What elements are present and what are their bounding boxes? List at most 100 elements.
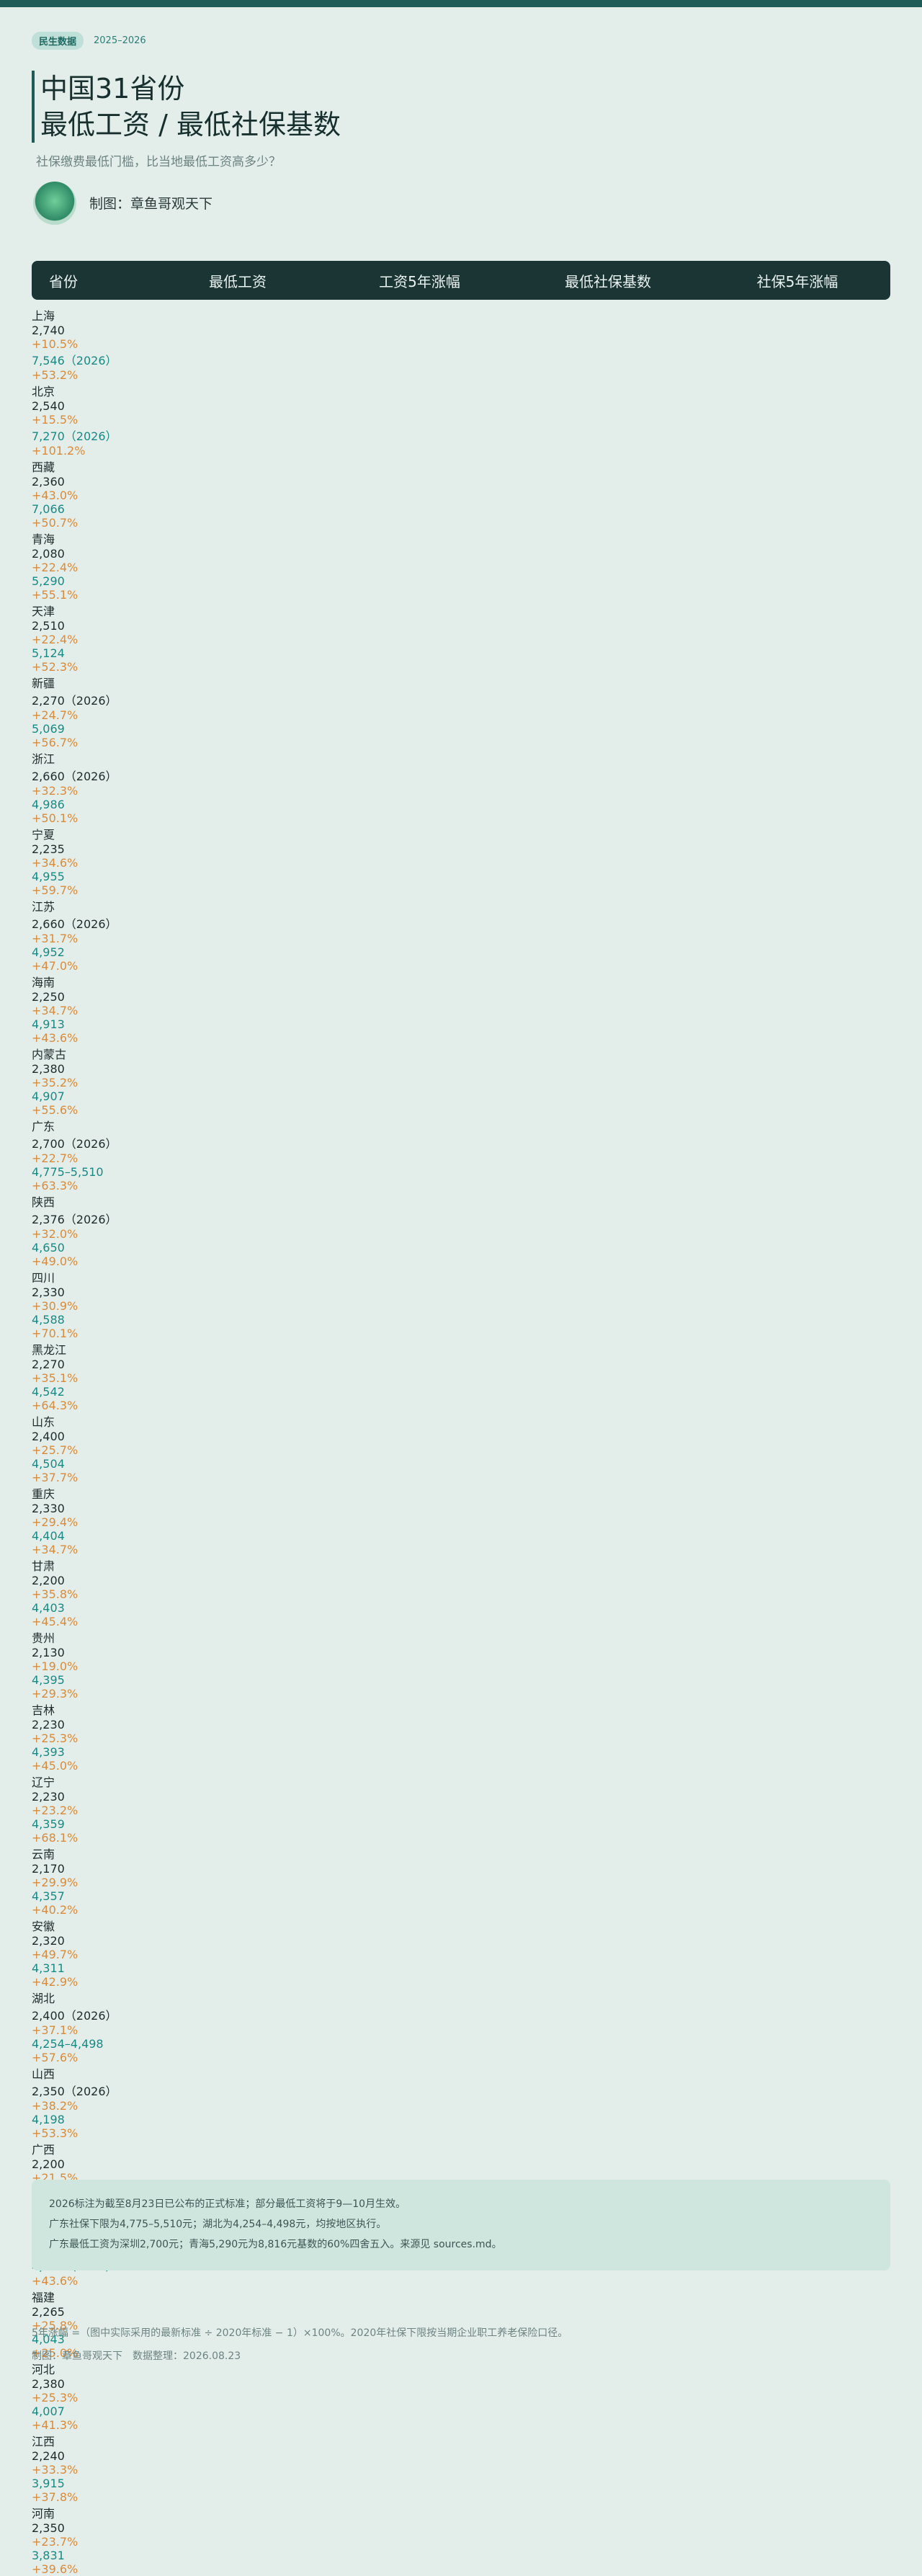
table-cell: +49.0% — [32, 1254, 79, 1268]
table-cell: 4,588 — [32, 1313, 65, 1327]
table-cell: 4,542 — [32, 1385, 65, 1399]
table-cell: 4,775–5,510 — [32, 1165, 104, 1179]
table-cell: +22.4% — [32, 633, 79, 646]
table-cell: +50.7% — [32, 516, 79, 530]
table-cell: +34.7% — [32, 1543, 79, 1556]
table-cell: +37.7% — [32, 1471, 79, 1484]
table-cell: 5,124 — [32, 646, 65, 660]
table-cell: 2,330 — [32, 1285, 65, 1299]
column-header: 社保5年涨幅 — [756, 272, 838, 290]
column-header: 工资5年涨幅 — [379, 272, 460, 290]
table-cell: +39.6% — [32, 2562, 79, 2576]
table-cell: +34.6% — [32, 856, 79, 870]
table-row: 山东 2,400 +25.7% 4,504 +37.7% — [32, 1412, 890, 1484]
table-row: 山西 2,350（2026） +38.2% 4,198 +53.3% — [32, 2064, 890, 2140]
table-cell: 上海 — [32, 309, 55, 323]
table-cell: +49.7% — [32, 1948, 79, 1961]
table-cell: 2,330 — [32, 1502, 65, 1515]
table-cell: 4,393 — [32, 1745, 65, 1759]
table-row: 北京 2,540 +15.5% 7,270（2026） +101.2% — [32, 382, 890, 458]
table-cell: 4,955 — [32, 870, 65, 883]
table-cell: 2,170 — [32, 1862, 65, 1876]
table-row: 湖北 2,400（2026） +37.1% 4,254–4,498 +57.6% — [32, 1989, 890, 2064]
table-cell: +15.5% — [32, 413, 79, 427]
table-cell: 2,350 — [32, 2521, 65, 2535]
table-cell: 重庆 — [32, 1487, 55, 1501]
table-cell: 吉林 — [32, 1703, 55, 1717]
table-cell: 4,907 — [32, 1089, 65, 1103]
table-cell: 陕西 — [32, 1195, 55, 1209]
table-cell: +53.3% — [32, 2126, 79, 2140]
table-cell: +43.6% — [32, 1031, 79, 1045]
table-row: 西藏 2,360 +43.0% 7,066 +50.7% — [32, 458, 890, 530]
table-cell: 江西 — [32, 2435, 55, 2448]
table-cell: +29.9% — [32, 1876, 79, 1889]
table-cell: +52.3% — [32, 660, 79, 674]
table-cell: +29.3% — [32, 1687, 79, 1701]
title: 最低工资 / 最低社保基数 — [40, 109, 341, 141]
table-cell: 2,660（2026） — [32, 917, 117, 931]
table-cell: +33.3% — [32, 2463, 79, 2477]
table-cell: 浙江 — [32, 752, 55, 766]
tag-row: 民生数据 2025–2026 — [32, 31, 146, 50]
notes: 2026标注为截至8月23日已公布的正式标准；部分最低工资将于9—10月生效。广… — [32, 2180, 890, 2270]
table-cell: +56.7% — [32, 736, 79, 749]
table-cell: 4,311 — [32, 1961, 65, 1975]
table-cell: 2,250 — [32, 990, 65, 1004]
table-cell: 福建 — [32, 2291, 55, 2304]
table-cell: 4,254–4,498 — [32, 2037, 104, 2051]
table-cell: +43.6% — [32, 2274, 79, 2288]
column-header: 最低社保基数 — [565, 272, 651, 290]
table-cell: +43.0% — [32, 489, 79, 502]
note: 2026标注为截至8月23日已公布的正式标准；部分最低工资将于9—10月生效。 — [49, 2198, 406, 2210]
table-row: 甘肃 2,200 +35.8% 4,403 +45.4% — [32, 1556, 890, 1628]
table-cell: +101.2% — [32, 444, 86, 458]
table-cell: 2,400（2026） — [32, 2009, 117, 2023]
table-row: 浙江 2,660（2026） +32.3% 4,986 +50.1% — [32, 749, 890, 825]
table-cell: 2,740 — [32, 324, 65, 337]
table-cell: 3,831 — [32, 2549, 65, 2562]
table-cell: 2,400 — [32, 1430, 65, 1443]
table-row: 河北 2,380 +25.3% 4,007 +41.3% — [32, 2360, 890, 2432]
table-cell: 4,395 — [32, 1673, 65, 1687]
tag: 民生数据 — [32, 31, 84, 50]
table-cell: +42.9% — [32, 1975, 79, 1989]
table-cell: 青海 — [32, 532, 55, 546]
table-cell: 2,230 — [32, 1790, 65, 1804]
table-cell: +19.0% — [32, 1659, 79, 1673]
table-row: 贵州 2,130 +19.0% 4,395 +29.3% — [32, 1628, 890, 1701]
table-cell: 2,265 — [32, 2305, 65, 2319]
table-row: 广东 2,700（2026） +22.7% 4,775–5,510 +63.3% — [32, 1117, 890, 1193]
table-row: 江西 2,240 +33.3% 3,915 +37.8% — [32, 2432, 890, 2504]
table-cell: +35.1% — [32, 1371, 79, 1385]
table-cell: 甘肃 — [32, 1559, 55, 1573]
table-row: 福建 2,265 +25.8% 4,043 +25.0% — [32, 2288, 890, 2360]
table-cell: +64.3% — [32, 1399, 79, 1412]
table-cell: 2,200 — [32, 1574, 65, 1587]
table-cell: +38.2% — [32, 2099, 79, 2113]
table-row: 重庆 2,330 +29.4% 4,404 +34.7% — [32, 1484, 890, 1556]
table-cell: 贵州 — [32, 1631, 55, 1645]
table-cell: 2,540 — [32, 399, 65, 413]
table-cell: 山西 — [32, 2067, 55, 2081]
table-cell: 辽宁 — [32, 1775, 55, 1789]
table-cell: 5,290 — [32, 574, 65, 588]
table-cell: 4,359 — [32, 1817, 65, 1831]
table-cell: +37.8% — [32, 2490, 79, 2504]
table-cell: 四川 — [32, 1271, 55, 1285]
period: 2025–2026 — [94, 35, 146, 46]
table-row: 海南 2,250 +34.7% 4,913 +43.6% — [32, 973, 890, 1045]
column-header: 最低工资 — [209, 272, 267, 290]
credit: 制图：章鱼哥观天下 数据整理：2026.08.23 — [32, 2350, 241, 2362]
author: 制图：章鱼哥观天下 — [89, 196, 213, 212]
table-cell: +24.7% — [32, 708, 79, 722]
table-cell: +29.4% — [32, 1515, 79, 1529]
table-cell: 海南 — [32, 976, 55, 989]
table-cell: +63.3% — [32, 1179, 79, 1193]
table-row: 辽宁 2,230 +23.2% 4,359 +68.1% — [32, 1773, 890, 1845]
table-cell: 黑龙江 — [32, 1343, 67, 1357]
table-cell: +55.1% — [32, 588, 79, 602]
table-cell: 5,069 — [32, 722, 65, 736]
table-row: 青海 2,080 +22.4% 5,290 +55.1% — [32, 530, 890, 602]
table-cell: 河北 — [32, 2363, 55, 2376]
